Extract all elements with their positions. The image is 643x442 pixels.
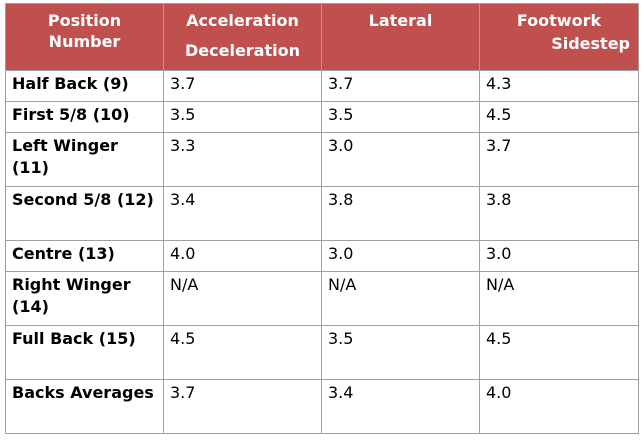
header-row: Position Number Acceleration Deceleratio… [5, 3, 639, 71]
table-row: Half Back (9) 3.7 3.7 4.3 [5, 70, 639, 102]
cell-lateral: 3.0 [321, 240, 480, 272]
cell-position: Left Winger (11) [5, 132, 164, 187]
header-acceleration: Acceleration Deceleration [163, 3, 322, 71]
cell-position: Backs Averages [5, 379, 164, 434]
cell-lateral: N/A [321, 271, 480, 326]
table-row: First 5/8 (10) 3.5 3.5 4.5 [5, 101, 639, 133]
header-lateral: Lateral [321, 3, 480, 71]
cell-acceleration: 3.7 [163, 379, 322, 434]
header-acceleration-line-1: Acceleration [186, 11, 299, 30]
cell-footwork: 3.0 [479, 240, 639, 272]
cell-acceleration: 4.0 [163, 240, 322, 272]
cell-acceleration: 3.4 [163, 186, 322, 241]
table-body: Half Back (9) 3.7 3.7 4.3 First 5/8 (10)… [5, 70, 639, 434]
table-header: Position Number Acceleration Deceleratio… [5, 3, 639, 71]
table-row: Backs Averages 3.7 3.4 4.0 [5, 379, 639, 434]
table-row: Right Winger (14) N/A N/A N/A [5, 271, 639, 326]
cell-lateral: 3.5 [321, 101, 480, 133]
cell-position: First 5/8 (10) [5, 101, 164, 133]
cell-acceleration: N/A [163, 271, 322, 326]
cell-position: Half Back (9) [5, 70, 164, 102]
header-acceleration-line-2: Deceleration [184, 41, 300, 60]
cell-acceleration: 4.5 [163, 325, 322, 380]
cell-footwork: 4.0 [479, 379, 639, 434]
cell-acceleration: 3.7 [163, 70, 322, 102]
cell-position: Right Winger (14) [5, 271, 164, 326]
cell-position: Second 5/8 (12) [5, 186, 164, 241]
cell-footwork: 4.3 [479, 70, 639, 102]
cell-footwork: 4.5 [479, 101, 639, 133]
header-footwork-line-2: Sidestep [551, 34, 630, 53]
header-lateral-line-1: Lateral [368, 11, 433, 30]
header-position-line-1: Position [47, 11, 122, 30]
cell-lateral: 3.4 [321, 379, 480, 434]
cell-footwork: 3.8 [479, 186, 639, 241]
cell-position: Centre (13) [5, 240, 164, 272]
table-row: Left Winger (11) 3.3 3.0 3.7 [5, 132, 639, 187]
cell-footwork: N/A [479, 271, 639, 326]
table-row: Full Back (15) 4.5 3.5 4.5 [5, 325, 639, 380]
cell-footwork: 4.5 [479, 325, 639, 380]
table-row: Centre (13) 4.0 3.0 3.0 [5, 240, 639, 272]
cell-position: Full Back (15) [5, 325, 164, 380]
table-row: Second 5/8 (12) 3.4 3.8 3.8 [5, 186, 639, 241]
cell-lateral: 3.8 [321, 186, 480, 241]
cell-footwork: 3.7 [479, 132, 639, 187]
header-footwork: Footwork Sidestep [479, 3, 639, 71]
cell-lateral: 3.5 [321, 325, 480, 380]
cell-lateral: 3.7 [321, 70, 480, 102]
cell-acceleration: 3.3 [163, 132, 322, 187]
header-footwork-line-1: Footwork [516, 11, 602, 30]
backs-ratings-table: Position Number Acceleration Deceleratio… [5, 3, 639, 434]
cell-lateral: 3.0 [321, 132, 480, 187]
header-position-line-2: Number [48, 32, 121, 51]
cell-acceleration: 3.5 [163, 101, 322, 133]
header-position: Position Number [5, 3, 164, 71]
